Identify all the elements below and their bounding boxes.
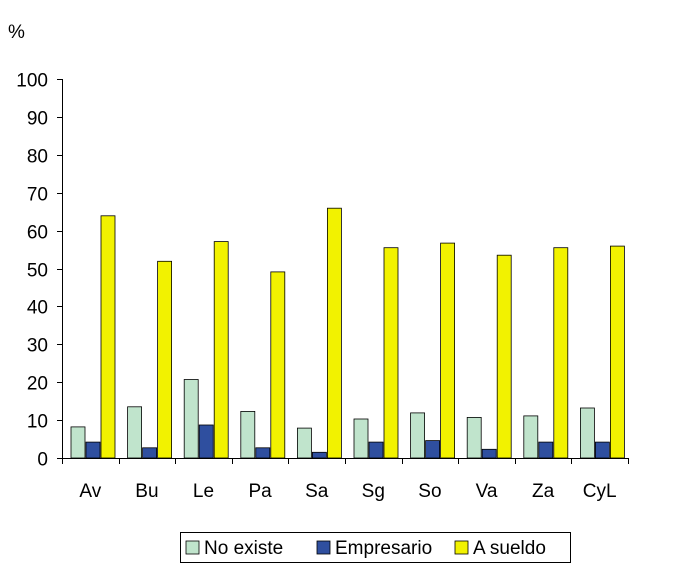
y-tick-label: 100 — [16, 71, 48, 92]
legend: No existe Empresario A sueldo — [180, 532, 571, 563]
y-axis-unit-label: % — [8, 22, 25, 43]
legend-swatch-no-existe — [185, 540, 200, 555]
y-tick-label: 50 — [27, 261, 48, 282]
bar-empresario-cyl — [595, 441, 610, 459]
bar-no-existe-le — [183, 379, 199, 459]
bar-empresario-sa — [311, 451, 327, 459]
bar-no-existe-cyl — [580, 407, 595, 459]
x-tick-label: So — [418, 481, 441, 502]
bar-a-sueldo-cyl — [610, 245, 625, 459]
bar-no-existe-sg — [353, 418, 369, 459]
bar-empresario-sg — [368, 441, 384, 459]
legend-label: A sueldo — [473, 538, 546, 559]
legend-swatch-a-sueldo — [454, 540, 469, 555]
bar-no-existe-av — [70, 426, 86, 459]
bar-empresario-pa — [255, 447, 271, 459]
x-tick-label: Bu — [135, 481, 158, 502]
x-tick-label: Sg — [362, 481, 385, 502]
bar-a-sueldo-bu — [157, 260, 173, 459]
legend-swatch-empresario — [316, 540, 331, 555]
x-tick-label: CyL — [583, 481, 617, 502]
bar-a-sueldo-za — [553, 247, 569, 459]
bar-a-sueldo-va — [496, 254, 512, 459]
bars — [70, 207, 625, 459]
x-axis-ticks: Av Bu Le Pa Sa Sg So Va Za CyL — [62, 458, 629, 502]
bar-a-sueldo-pa — [270, 271, 286, 459]
y-tick-label: 0 — [37, 450, 48, 471]
y-tick-label: 80 — [27, 147, 48, 168]
bar-no-existe-pa — [240, 410, 256, 459]
x-tick-label: Pa — [248, 481, 272, 502]
bar-empresario-so — [425, 440, 441, 459]
y-tick-label: 10 — [27, 412, 48, 433]
bar-no-existe-bu — [127, 406, 142, 459]
bar-no-existe-za — [523, 415, 539, 459]
bar-a-sueldo-sa — [326, 207, 342, 459]
bar-a-sueldo-so — [440, 242, 456, 459]
bar-empresario-va — [481, 448, 497, 459]
bar-empresario-bu — [142, 447, 158, 459]
bar-no-existe-so — [410, 412, 426, 459]
bar-a-sueldo-av — [100, 215, 116, 459]
bar-empresario-za — [538, 441, 554, 459]
y-tick-label: 20 — [27, 374, 48, 395]
x-tick-label: Sa — [305, 481, 329, 502]
x-tick-label: Av — [79, 481, 101, 502]
y-tick-label: 40 — [27, 298, 48, 319]
bar-no-existe-sa — [296, 427, 312, 459]
legend-label: Empresario — [335, 538, 432, 559]
x-tick-label: Va — [476, 481, 498, 502]
bar-a-sueldo-sg — [383, 247, 399, 459]
legend-box — [180, 532, 571, 563]
bar-no-existe-va — [466, 416, 482, 459]
x-tick-label: Za — [532, 481, 555, 502]
x-tick-label: Le — [193, 481, 214, 502]
y-tick-label: 60 — [27, 223, 48, 244]
bar-empresario-le — [198, 424, 214, 459]
y-axis-ticks: 0 10 20 30 40 50 60 70 80 90 100 — [16, 71, 62, 471]
legend-label: No existe — [204, 538, 283, 559]
bar-empresario-av — [85, 441, 101, 459]
bar-a-sueldo-le — [213, 241, 229, 459]
y-tick-label: 30 — [27, 336, 48, 357]
y-tick-label: 70 — [27, 185, 48, 206]
y-tick-label: 90 — [27, 109, 48, 130]
